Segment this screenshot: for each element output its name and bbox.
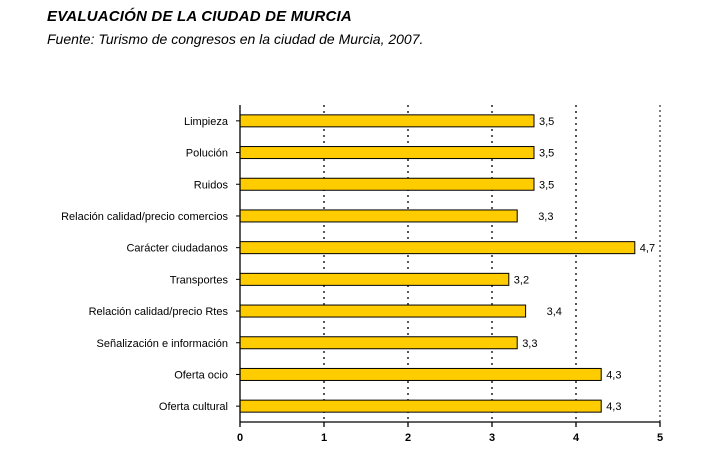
x-tick-label-4: 4 — [573, 432, 580, 444]
bar-9 — [239, 367, 602, 381]
x-tick-label-0: 0 — [237, 432, 243, 444]
bar-3 — [239, 177, 535, 191]
category-label-4: Relación calidad/precio comercios — [61, 211, 228, 223]
value-label-8: 3,3 — [522, 338, 537, 350]
value-label-10: 4,3 — [606, 401, 621, 413]
x-tick-label-5: 5 — [657, 432, 663, 444]
value-label-3: 3,5 — [539, 179, 554, 191]
bar-1 — [239, 114, 535, 128]
bar-8 — [239, 336, 518, 350]
bar-2 — [239, 146, 535, 160]
x-tick-label-3: 3 — [489, 432, 495, 444]
value-label-2: 3,5 — [539, 148, 554, 160]
value-label-6: 3,2 — [514, 274, 529, 286]
chart-subtitle: Fuente: Turismo de congresos en la ciuda… — [47, 31, 424, 47]
category-label-5: Carácter ciudadanos — [126, 243, 228, 255]
axis-layer: 0 1 2 3 4 5 — [236, 105, 663, 444]
value-label-4: 3,3 — [538, 211, 553, 223]
category-label-10: Oferta cultural — [159, 401, 228, 413]
category-label-1: Limpieza — [184, 116, 229, 128]
category-label-9: Oferta ocio — [174, 369, 228, 381]
chart-title: EVALUACIÓN DE LA CIUDAD DE MURCIA — [47, 8, 352, 25]
x-tick-label-2: 2 — [405, 432, 411, 444]
value-label-5: 4,7 — [640, 243, 655, 255]
value-label-9: 4,3 — [606, 369, 621, 381]
bar-7 — [239, 304, 527, 318]
category-label-2: Polución — [186, 148, 228, 160]
category-label-6: Transportes — [170, 274, 229, 286]
bar-4 — [239, 209, 518, 223]
category-label-7: Relación calidad/precio Rtes — [89, 306, 229, 318]
bar-10 — [239, 399, 602, 413]
x-tick-label-1: 1 — [321, 432, 327, 444]
labels-layer: Limpieza 3,5 Polución 3,5 Ruidos 3,5 Relación … — [61, 116, 655, 413]
category-label-3: Ruidos — [194, 179, 229, 191]
value-label-7: 3,4 — [547, 306, 562, 318]
bar-6 — [239, 272, 510, 286]
bar-5 — [239, 241, 636, 255]
value-label-1: 3,5 — [539, 116, 554, 128]
category-label-8: Señalización e información — [97, 338, 228, 350]
